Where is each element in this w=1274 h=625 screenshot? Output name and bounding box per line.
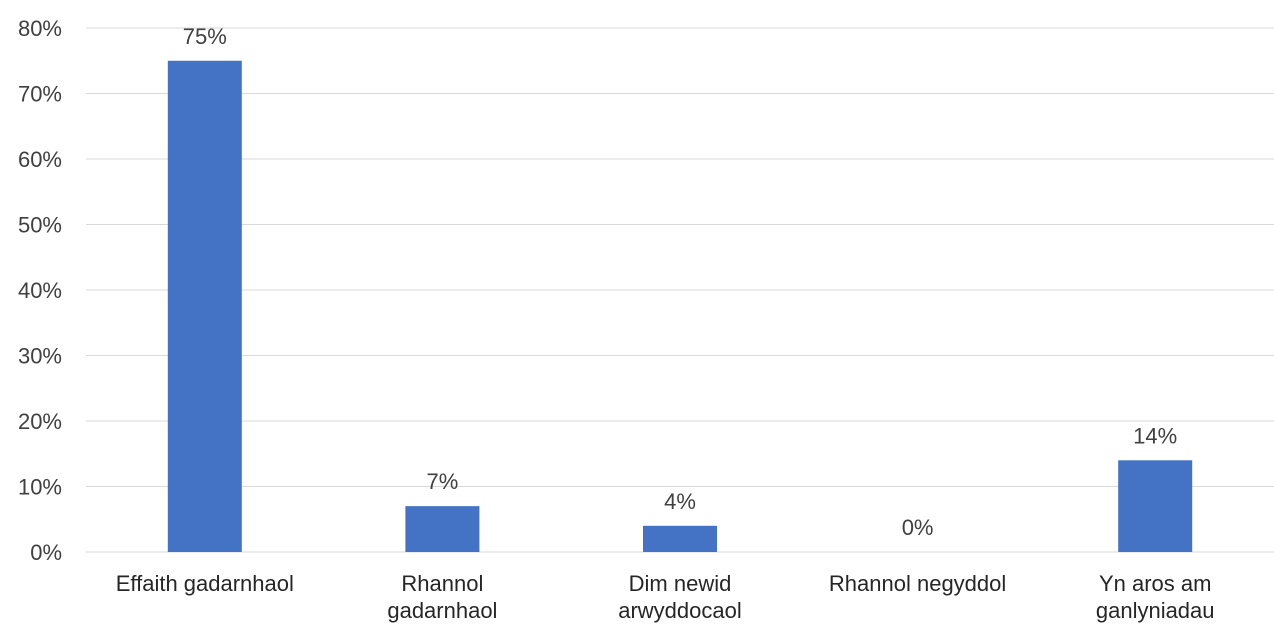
x-tick-label: Dim newid arwyddocaol — [618, 571, 742, 623]
x-axis: Effaith gadarnhaol Rhannol gadarnhaol Dim n… — [116, 571, 1215, 623]
bar — [167, 60, 242, 552]
data-label: 75% — [183, 24, 227, 49]
data-label: 7% — [427, 469, 459, 494]
bar — [1118, 460, 1193, 552]
x-tick-label-line: Yn aros am — [1099, 571, 1212, 596]
x-tick-label-line: Rhannol — [401, 571, 483, 596]
x-tick-label-line: Rhannol negyddol — [829, 571, 1006, 596]
data-label: 4% — [664, 489, 696, 514]
y-tick-label: 60% — [18, 147, 62, 172]
data-label: 0% — [902, 515, 934, 540]
bar — [643, 525, 717, 552]
y-tick-label: 40% — [18, 278, 62, 303]
y-tick-label: 20% — [18, 409, 62, 434]
data-labels: 75% 7% 4% 0% 14% — [183, 24, 1177, 540]
x-tick-label-line: arwyddocaol — [618, 598, 742, 623]
y-axis: 0% 10% 20% 30% 40% 50% 60% 70% 80% — [18, 16, 62, 565]
x-tick-label: Rhannol gadarnhaol — [387, 571, 497, 623]
y-tick-label: 70% — [18, 82, 62, 107]
y-tick-label: 30% — [18, 344, 62, 369]
y-tick-label: 0% — [30, 540, 62, 565]
x-tick-label: Effaith gadarnhaol — [116, 571, 294, 596]
x-tick-label-line: Dim newid — [629, 571, 732, 596]
x-tick-label-line: Effaith gadarnhaol — [116, 571, 294, 596]
y-tick-label: 50% — [18, 213, 62, 238]
x-tick-label: Rhannol negyddol — [829, 571, 1006, 596]
x-tick-label-line: ganlyniadau — [1096, 598, 1215, 623]
data-label: 14% — [1133, 423, 1177, 448]
bar — [405, 506, 480, 552]
y-tick-label: 80% — [18, 16, 62, 41]
bars — [167, 60, 1193, 552]
x-tick-label-line: gadarnhaol — [387, 598, 497, 623]
y-tick-label: 10% — [18, 475, 62, 500]
x-tick-label: Yn aros am ganlyniadau — [1096, 571, 1215, 623]
gridlines — [86, 27, 1274, 553]
